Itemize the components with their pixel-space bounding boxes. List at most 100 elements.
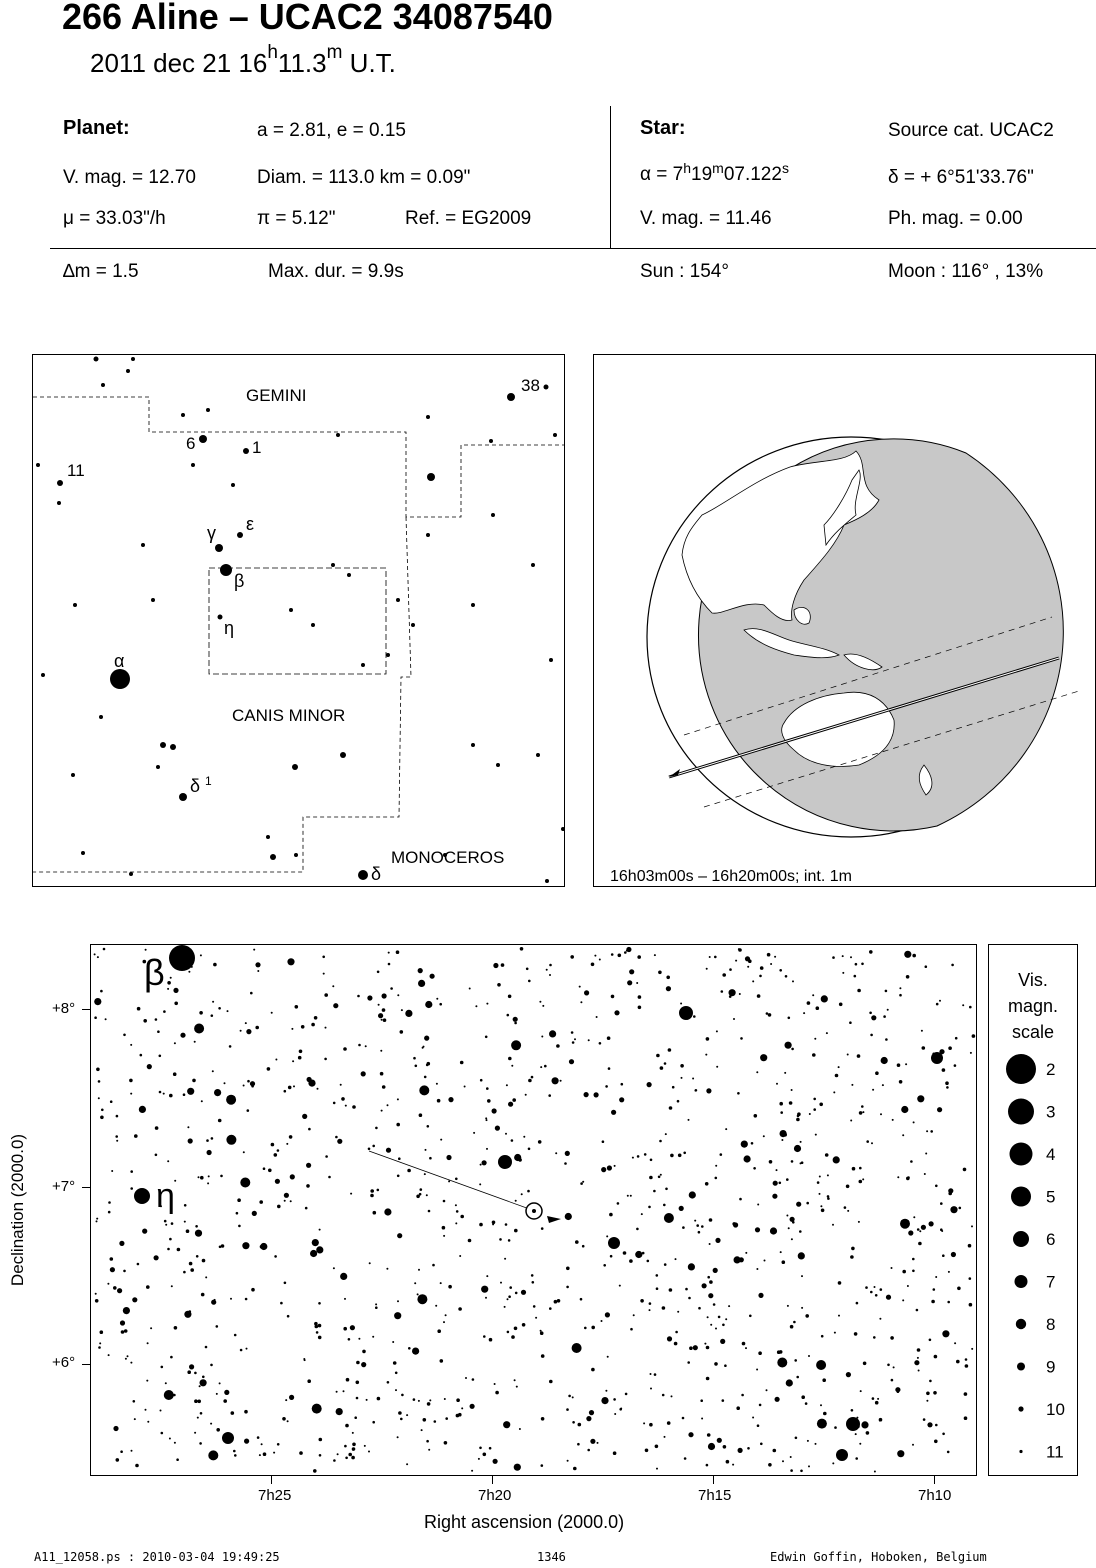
field-star [380,1018,383,1021]
field-star [676,1099,680,1103]
field-star [437,1329,442,1333]
field-star [595,1016,598,1018]
field-star [540,1417,545,1421]
field-star [922,1418,926,1421]
field-star [194,1023,205,1034]
star-vmag: V. mag. = 11.46 [640,208,772,229]
mag-dots: 2 3 4 5 6 7 8 9 10 11 [1006,1054,1065,1462]
star-phmag: Ph. mag. = 0.00 [888,208,1023,229]
label-delta1-index: 1 [205,774,212,788]
label-beta: β [234,571,244,591]
field-star [120,1450,123,1453]
field-star [704,1182,709,1186]
field-star [862,1111,865,1114]
field-star [126,1355,129,1358]
ra-tick-710: 7h10 [918,1487,952,1504]
field-star [650,1387,652,1390]
field-star [793,1320,796,1324]
field-star [293,1085,295,1088]
field-star [392,1341,395,1343]
field-star [491,1220,496,1225]
field-star [774,955,777,958]
field-star [448,1180,451,1183]
field-star [187,1126,190,1129]
field-star [613,1398,616,1401]
field-star [963,1392,968,1396]
mag-dot-5 [1011,1186,1031,1207]
field-star [539,1329,542,1332]
field-star [777,1357,788,1368]
field-star [133,1418,136,1421]
field-star [255,1025,259,1030]
mag-label-5: 5 [1046,1188,1055,1207]
field-star [413,1056,416,1060]
field-star [539,1000,542,1003]
field-star [756,1268,759,1270]
field-star [514,1199,517,1202]
globe-svg: 16h03m00s – 16h20m00s; int. 1m [610,436,1080,885]
field-star [367,1147,371,1151]
field-star [200,1100,203,1103]
field-star [680,1002,683,1005]
field-star [899,993,902,997]
field-star [352,1442,356,1447]
field-star [601,1140,605,1143]
field-star [455,1177,458,1181]
field-star [763,1259,766,1262]
field-star [230,1297,232,1300]
field-star [932,1288,936,1291]
field-star [423,1173,426,1176]
field-star [154,1126,159,1130]
field-star [604,1312,611,1318]
field-star [427,1209,431,1213]
field-star [443,1321,445,1324]
field-star [348,1452,353,1457]
field-star [342,1390,345,1393]
field-star [826,1174,829,1177]
field-star [812,994,815,997]
field-star [886,1008,889,1011]
field-star [556,1044,560,1048]
field-star [709,1280,713,1284]
field-star [823,1411,827,1416]
finder-star [151,598,155,602]
field-star [163,1010,166,1013]
label-beta-large: β [144,952,165,993]
field-star [111,1170,114,1172]
field-star [163,1390,174,1400]
field-star [794,1359,797,1362]
field-star [885,1294,892,1300]
field-star [95,1220,98,1223]
footer-file: A11_12058.ps : 2010-03-04 19:49:25 [34,1550,280,1564]
field-star [459,1060,464,1065]
field-star [902,1269,906,1274]
field-star [600,1320,603,1322]
field-star [416,1293,419,1296]
finder-star [101,383,105,387]
field-star [899,987,902,990]
field-star [649,1373,652,1375]
field-star [614,1413,617,1415]
field-star [747,965,750,968]
field-star [102,947,106,951]
field-star [603,1264,606,1267]
field-star [396,1436,399,1439]
field-star [514,1021,517,1025]
field-star [465,1377,467,1379]
field-star [942,1330,950,1338]
field-star [570,1031,574,1034]
field-star [640,1213,643,1216]
field-star [850,1119,853,1122]
field-star [473,1131,476,1134]
field-star [194,1399,198,1403]
field-star [875,1071,879,1075]
field-star [299,1451,303,1455]
field-star [412,1398,416,1401]
field-star [779,1101,783,1106]
field-star [858,1179,863,1184]
field-star [566,1266,570,1271]
field-star [170,1285,173,1288]
field-star [386,1267,389,1270]
field-star [865,1431,870,1435]
finder-star [549,658,553,662]
